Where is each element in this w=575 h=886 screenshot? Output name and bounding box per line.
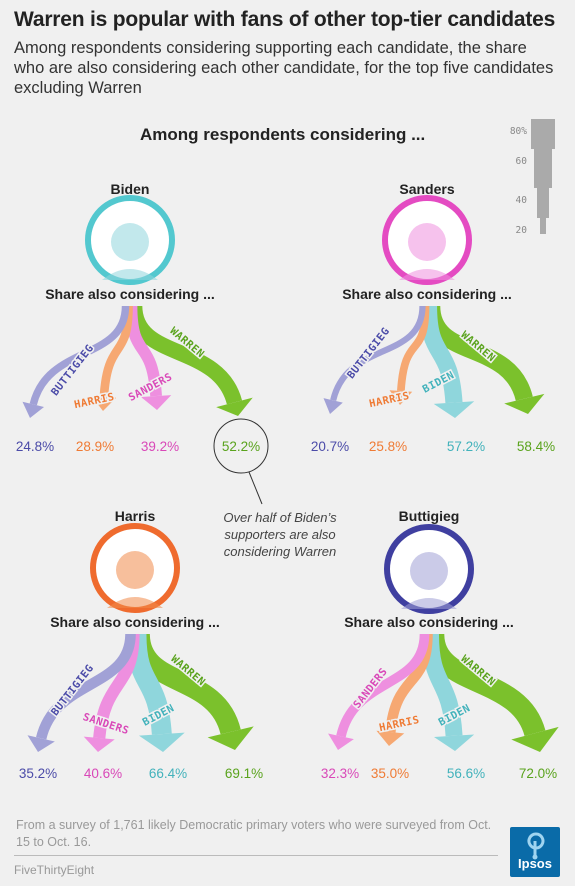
candidate-name: Buttigieg [399, 508, 460, 524]
value-label-buttigieg: 35.2% [19, 766, 57, 781]
branch-harris [99, 305, 133, 398]
legend-tick-label: 80% [510, 126, 527, 137]
value-label-biden: 66.4% [149, 766, 187, 781]
shoulders-icon [107, 597, 163, 608]
value-label-warren: 58.4% [517, 439, 555, 454]
value-label-buttigieg: 20.7% [311, 439, 349, 454]
section-header: Among respondents considering ... [140, 125, 426, 144]
value-label-biden: 57.2% [447, 439, 485, 454]
arrowhead-warren [504, 393, 545, 414]
share-label: Share also considering ... [342, 286, 512, 302]
legend-step [531, 119, 555, 149]
legend-step [540, 218, 546, 234]
arrowhead-sanders [328, 733, 354, 750]
share-label: Share also considering ... [45, 286, 215, 302]
value-label-biden: 56.6% [447, 766, 485, 781]
value-label-sanders: 39.2% [141, 439, 179, 454]
arrowhead-warren [216, 397, 253, 416]
arrowhead-warren [511, 726, 559, 752]
share-label: Share also considering ... [344, 614, 514, 630]
value-label-warren: 72.0% [519, 766, 557, 781]
arrowhead-harris [91, 396, 117, 411]
branch-label-harris: HARRIS [378, 714, 421, 734]
arrowhead-sanders [140, 395, 172, 410]
legend-tick-label: 20 [516, 225, 528, 236]
ipsos-logo-mark [527, 832, 545, 860]
legend-step [537, 188, 549, 218]
branch-buttigieg [36, 633, 136, 740]
value-label-warren: 69.1% [225, 766, 263, 781]
arrowhead-buttigieg [323, 398, 343, 414]
arrowhead-harris [389, 390, 413, 405]
value-label-harris: 28.9% [76, 439, 114, 454]
ipsos-logo-text: Ipsos [518, 856, 552, 871]
chart-subtitle: Among respondents considering supporting… [14, 39, 554, 97]
branch-sanders [336, 633, 430, 738]
branch-buttigieg [29, 305, 130, 406]
arrowhead-biden [433, 734, 475, 751]
arrowhead-biden [433, 401, 475, 418]
arrowhead-biden [138, 732, 185, 752]
legend-tick-label: 60 [516, 156, 528, 167]
branch-harris [397, 305, 430, 392]
value-label-sanders: 32.3% [321, 766, 359, 781]
width-legend: 80% 60 40 20 [510, 119, 555, 236]
branch-label-harris: HARRIS [73, 391, 116, 411]
annotation-text: Over half of Biden’s supporters are also… [223, 510, 337, 559]
arrowhead-buttigieg [27, 735, 55, 752]
annotation-circle [213, 418, 269, 474]
legend-step [534, 149, 552, 188]
branch-sanders [125, 305, 162, 397]
value-label-sanders: 40.6% [84, 766, 122, 781]
value-label-harris: 35.0% [371, 766, 409, 781]
face-icon [410, 552, 448, 590]
arrowhead-buttigieg [22, 401, 45, 418]
branch-label-harris: HARRIS [368, 390, 411, 410]
chart-title: Warren is popular with fans of other top… [14, 8, 556, 31]
footnote: From a survey of 1,761 likely Democratic… [16, 818, 492, 849]
arrowhead-sanders [83, 736, 115, 752]
arrowhead-harris [376, 730, 405, 746]
branch-buttigieg [330, 305, 426, 402]
annotation-pointer [248, 471, 263, 505]
value-label-warren: 52.2% [222, 439, 260, 454]
face-icon [408, 223, 446, 261]
shoulders-icon [401, 598, 457, 609]
footer-divider [14, 855, 498, 856]
value-label-harris: 25.8% [369, 439, 407, 454]
candidate-name: Biden [111, 181, 150, 197]
ipsos-logo: Ipsos [510, 827, 560, 877]
face-icon [111, 223, 149, 261]
shoulders-icon [102, 269, 158, 280]
arrowhead-warren [207, 726, 254, 750]
face-icon [116, 551, 154, 589]
candidate-name: Sanders [399, 181, 454, 197]
shoulders-icon [399, 269, 455, 280]
candidate-name: Harris [115, 508, 156, 524]
value-label-buttigieg: 24.8% [16, 439, 54, 454]
branch-biden [419, 305, 463, 404]
credit: FiveThirtyEight [14, 863, 95, 877]
legend-tick-label: 40 [516, 195, 528, 206]
share-label: Share also considering ... [50, 614, 220, 630]
